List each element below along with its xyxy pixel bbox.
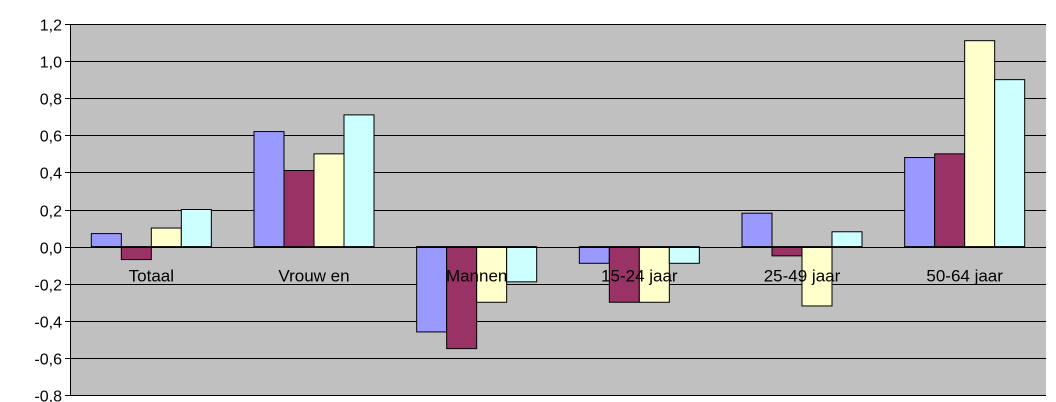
bar-s1-2: [416, 246, 448, 333]
category-label: 50-64 jaar: [926, 267, 1003, 286]
category-label: 25-49 jaar: [764, 267, 841, 286]
y-axis-ticks: 1,2 1,0 0,8 0,6 0,4 0,2 0,0 -0,2 -0,4 -0,6 -0,8: [34, 18, 70, 402]
bar-s4-2: [506, 246, 538, 283]
bar-s1-0: [90, 233, 122, 248]
bar-s2-2: [446, 246, 478, 350]
y-tick-label: 0,4: [40, 166, 62, 183]
category-label: 15-24 jaar: [601, 267, 678, 286]
bar-s4-5: [994, 79, 1026, 248]
y-tick-label: -0,2: [34, 278, 62, 295]
y-tick-label: 1,0: [40, 55, 62, 72]
bar-s3-4: [801, 246, 833, 307]
bar-s1-3: [578, 246, 610, 264]
bar-s4-0: [180, 209, 212, 248]
bar-s4-1: [343, 114, 375, 248]
category-labels: Totaal Vrouw en Mannen 15-24 jaar 25-49 jaar…: [129, 267, 1004, 286]
bar-series: [90, 40, 1026, 350]
bar-s3-2: [476, 246, 508, 303]
y-tick-label: 0,0: [40, 241, 62, 258]
y-tick-label: 0,2: [40, 204, 62, 221]
bar-s1-4: [741, 212, 773, 248]
category-label: Vrouw en: [278, 267, 349, 286]
bar-s1-5: [904, 157, 936, 248]
bar-s3-5: [964, 40, 996, 248]
category-label: Mannen: [446, 267, 507, 286]
bar-s3-0: [150, 227, 182, 248]
bar-s2-0: [120, 246, 152, 261]
bar-s4-3: [668, 246, 700, 264]
y-tick-label: -0,8: [34, 389, 62, 402]
bar-s1-1: [253, 131, 285, 248]
bar-s2-1: [283, 170, 315, 248]
bar-s3-1: [313, 153, 345, 248]
y-tick-label: -0,6: [34, 352, 62, 369]
plot-area: [70, 24, 1046, 395]
bar-s3-3: [638, 246, 670, 303]
y-tick-label: 0,8: [40, 92, 62, 109]
y-tick-label: 0,6: [40, 129, 62, 146]
y-tick-label: -0,4: [34, 315, 62, 332]
category-label: Totaal: [129, 267, 174, 286]
y-tick-label: 1,2: [40, 18, 62, 35]
bar-s2-5: [934, 153, 966, 248]
bar-s4-4: [831, 231, 863, 248]
